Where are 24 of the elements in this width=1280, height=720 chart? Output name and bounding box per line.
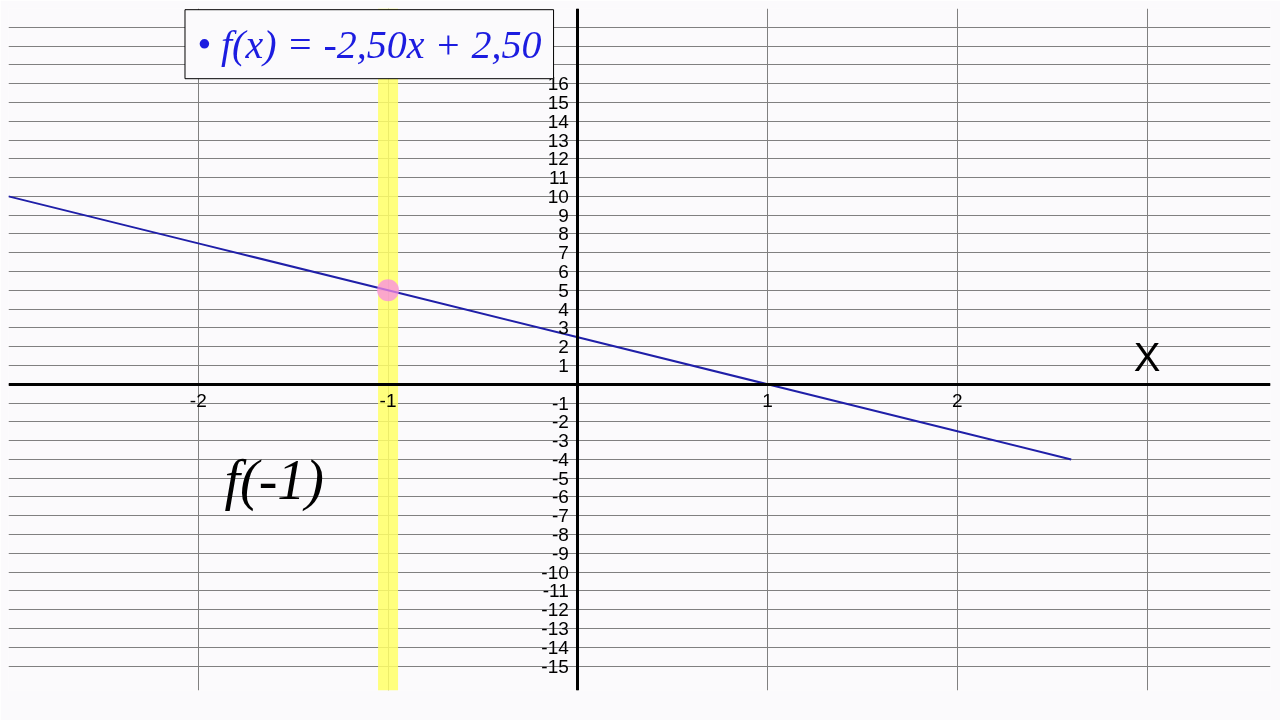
y-tick-label: 8: [558, 223, 569, 245]
x-axis-title: X: [1133, 334, 1161, 379]
y-tick-label: -14: [541, 636, 570, 658]
y-tick-label: -11: [542, 580, 569, 602]
y-tick-label: -7: [551, 505, 569, 527]
y-tick-label: -10: [541, 561, 569, 583]
x-tick-label: -1: [379, 390, 397, 412]
y-tick-label: -5: [551, 467, 569, 489]
chart-title: • f(x) = -2,50x + 2,50: [196, 21, 542, 67]
y-tick-label: 9: [558, 204, 569, 226]
y-tick-label: -2: [551, 411, 569, 433]
y-tick-label: -12: [541, 599, 569, 621]
y-tick-label: 14: [547, 110, 570, 132]
y-tick-label: -13: [541, 618, 569, 639]
y-tick-label: 13: [547, 129, 569, 151]
y-tick-label: -6: [551, 486, 569, 508]
y-tick-label: -15: [541, 655, 569, 677]
y-tick-label: 4: [558, 298, 570, 320]
x-tick-label: 2: [952, 390, 963, 412]
x-tick-label: -2: [189, 390, 207, 412]
annotation: f(-1): [224, 449, 324, 513]
x-tick-label: 1: [762, 390, 773, 412]
y-tick-label: 7: [558, 242, 569, 264]
y-tick-label: 12: [547, 148, 569, 170]
